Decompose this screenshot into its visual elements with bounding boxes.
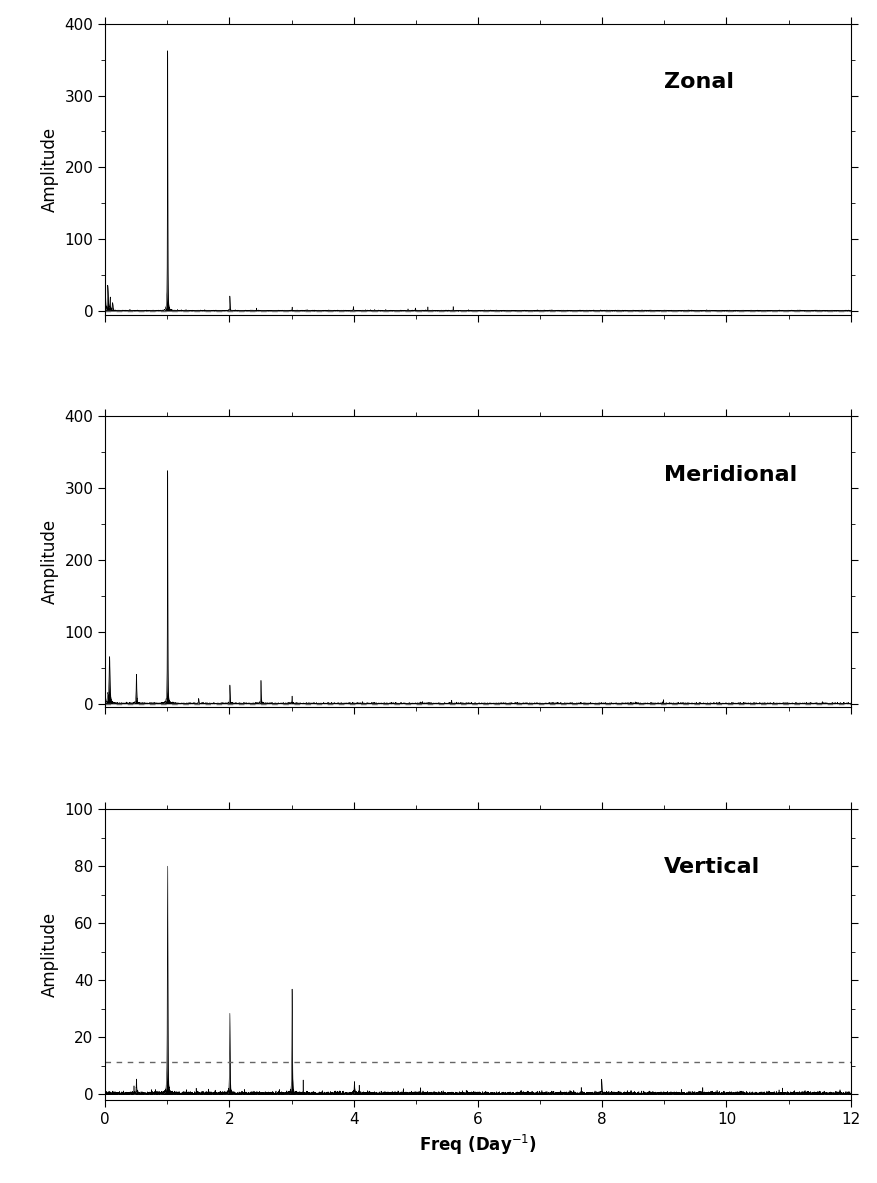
Text: Vertical: Vertical [665, 858, 760, 878]
X-axis label: Freq (Day$^{-1}$): Freq (Day$^{-1}$) [419, 1132, 537, 1157]
Y-axis label: Amplitude: Amplitude [41, 127, 59, 212]
Text: Zonal: Zonal [665, 72, 734, 92]
Text: Meridional: Meridional [665, 465, 797, 485]
Y-axis label: Amplitude: Amplitude [41, 912, 59, 997]
Y-axis label: Amplitude: Amplitude [41, 519, 59, 605]
